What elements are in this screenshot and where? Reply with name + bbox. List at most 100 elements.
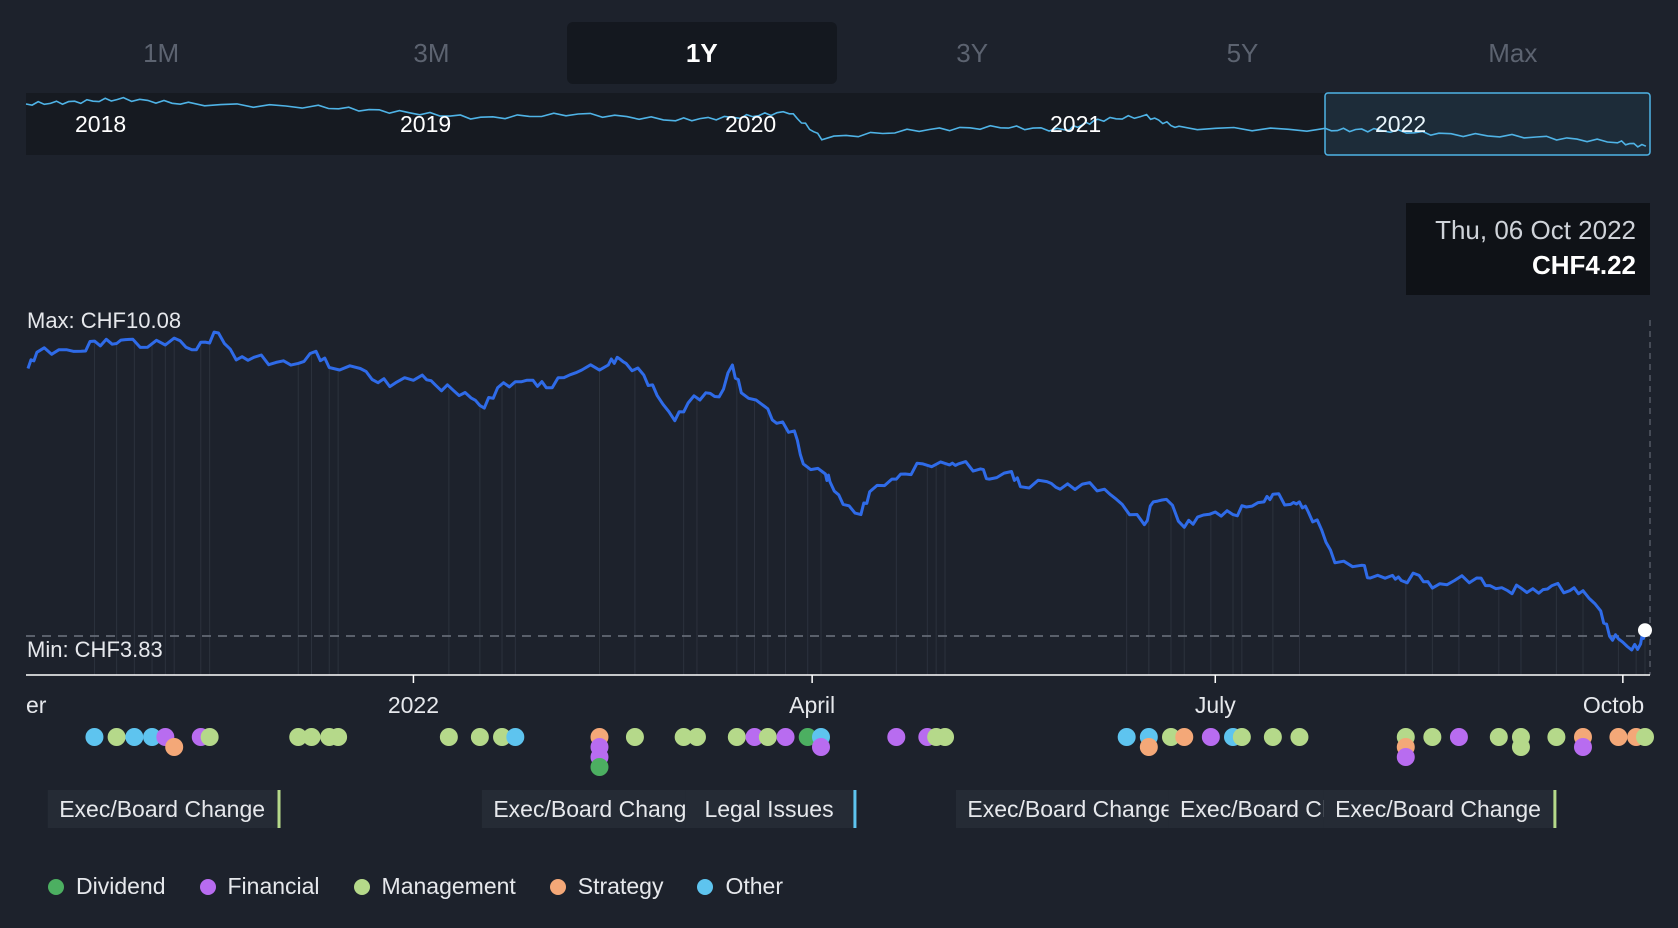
event-dot-management[interactable]	[758, 728, 777, 746]
range-tab-1y[interactable]: 1Y	[566, 22, 837, 84]
legend-dot-other	[697, 878, 714, 895]
event-dot-dividend[interactable]	[798, 728, 817, 746]
event-dot-management[interactable]	[674, 728, 693, 746]
legend-item-financial[interactable]: Financial	[199, 873, 320, 900]
x-tick-label: 2022	[388, 692, 439, 718]
legend-dot-financial	[199, 878, 216, 895]
event-dot-management[interactable]	[727, 728, 746, 746]
event-dot-management[interactable]	[1161, 728, 1180, 746]
navigator-year-label: 2021	[1050, 111, 1101, 137]
event-annotation-box	[481, 790, 715, 828]
event-dot-other[interactable]	[506, 728, 525, 746]
event-dot-strategy[interactable]	[165, 738, 184, 756]
event-dot-management[interactable]	[687, 728, 706, 746]
event-dot-strategy[interactable]	[1609, 728, 1628, 746]
event-dot-management[interactable]	[329, 728, 348, 746]
event-annotation-label: Exec/Board Change	[493, 796, 699, 822]
event-annotation[interactable]: Exec/Board Change	[47, 790, 281, 828]
legend-dot-management	[353, 878, 370, 895]
legend-item-other[interactable]: Other	[697, 873, 783, 900]
event-dot-management[interactable]	[936, 728, 955, 746]
range-tab-3m[interactable]: 3M	[413, 37, 450, 68]
event-annotation-label: Exec/Board Change	[967, 796, 1173, 822]
event-dot-financial[interactable]	[776, 728, 795, 746]
price-line	[26, 330, 1647, 652]
navigator-year-label: 2020	[725, 111, 776, 137]
legend-label-dividend: Dividend	[76, 873, 166, 899]
range-navigator[interactable]: 2018 2019 2020 2021 2022	[0, 0, 1678, 170]
event-annotation[interactable]: Exec/Board Change	[481, 790, 715, 828]
event-dot-management[interactable]	[1290, 728, 1309, 746]
event-dot-financial[interactable]	[1201, 728, 1220, 746]
event-dot-financial[interactable]	[1449, 728, 1468, 746]
event-legend: Dividend Financial Management Strategy O…	[48, 873, 783, 900]
event-dot-financial[interactable]	[811, 738, 830, 756]
price-tooltip: Thu, 06 Oct 2022 CHF4.22	[1406, 203, 1650, 295]
event-annotation-label: Exec/Board Change	[59, 796, 265, 822]
legend-item-management[interactable]: Management	[353, 873, 516, 900]
event-annotation-marker	[277, 790, 281, 828]
event-dot-management[interactable]	[1511, 738, 1530, 756]
min-label: Min: CHF3.83	[27, 637, 163, 662]
event-annotation-box	[1323, 790, 1557, 828]
x-tick-label: July	[1195, 692, 1236, 718]
event-dot-dividend[interactable]	[590, 758, 609, 776]
event-dot-management[interactable]	[302, 728, 321, 746]
event-annotation-marker	[853, 790, 857, 828]
legend-item-dividend[interactable]: Dividend	[48, 873, 166, 900]
event-dot-other[interactable]	[125, 728, 144, 746]
range-tab-3y[interactable]: 3Y	[956, 37, 989, 68]
event-dot-financial[interactable]	[887, 728, 906, 746]
event-dot-management[interactable]	[107, 728, 126, 746]
event-dot-management[interactable]	[625, 728, 644, 746]
event-dot-management[interactable]	[1232, 728, 1251, 746]
event-dot-strategy[interactable]	[1139, 738, 1158, 756]
event-dot-management[interactable]	[439, 728, 458, 746]
event-annotation-box	[955, 790, 1189, 828]
event-dot-other[interactable]	[1117, 728, 1136, 746]
navigator-year-label: 2018	[75, 111, 126, 137]
navigator-selection-window[interactable]	[1324, 92, 1651, 156]
event-dot-financial[interactable]	[745, 728, 764, 746]
event-annotation[interactable]: Exec/Board Change	[955, 790, 1189, 828]
legend-item-strategy[interactable]: Strategy	[549, 873, 664, 900]
x-tick-label: Octob	[1583, 692, 1644, 718]
event-dot-management[interactable]	[1423, 728, 1442, 746]
event-dot-management[interactable]	[470, 728, 489, 746]
legend-label-management: Management	[381, 873, 516, 899]
range-tab-max[interactable]: Max	[1488, 37, 1538, 68]
legend-dot-strategy	[549, 878, 566, 895]
event-dot-management[interactable]	[1263, 728, 1282, 746]
event-dot-management[interactable]	[1636, 728, 1654, 746]
range-tab-5y[interactable]: 5Y	[1226, 37, 1259, 68]
x-tick-label: er	[26, 692, 47, 718]
tooltip-date: Thu, 06 Oct 2022	[1435, 215, 1636, 245]
event-dot-other[interactable]	[143, 728, 162, 746]
last-point-marker[interactable]	[1638, 623, 1652, 638]
event-annotation-marker	[1553, 790, 1557, 828]
max-label: Max: CHF10.08	[27, 308, 181, 333]
event-dot-financial[interactable]	[1573, 738, 1592, 756]
event-dot-management[interactable]	[1547, 728, 1566, 746]
range-tabs: 1M 3M 1Y 3Y 5Y Max	[26, 22, 1648, 84]
legend-label-strategy: Strategy	[577, 873, 664, 899]
event-annotation[interactable]: Exec/Board Change	[1323, 790, 1557, 828]
event-dot-other[interactable]	[85, 728, 104, 746]
event-dot-financial[interactable]	[1396, 748, 1415, 766]
event-annotation[interactable]: Legal Issues	[685, 790, 857, 828]
navigator-year-label: 2019	[400, 111, 451, 137]
x-tick-label: April	[789, 692, 835, 718]
range-tab-1m[interactable]: 1M	[143, 37, 180, 68]
legend-dot-dividend	[48, 878, 64, 895]
event-dot-management[interactable]	[493, 728, 512, 746]
navigator-year-label: 2022	[1375, 111, 1426, 137]
event-dot-management[interactable]	[200, 728, 219, 746]
event-dot-management[interactable]	[1489, 728, 1508, 746]
legend-label-financial: Financial	[227, 873, 320, 899]
navigator-price-line	[25, 96, 1647, 148]
event-annotation-box	[685, 790, 857, 828]
event-dot-strategy[interactable]	[1175, 728, 1194, 746]
tooltip-price: CHF4.22	[1531, 250, 1636, 280]
event-dot-management[interactable]	[289, 728, 308, 746]
